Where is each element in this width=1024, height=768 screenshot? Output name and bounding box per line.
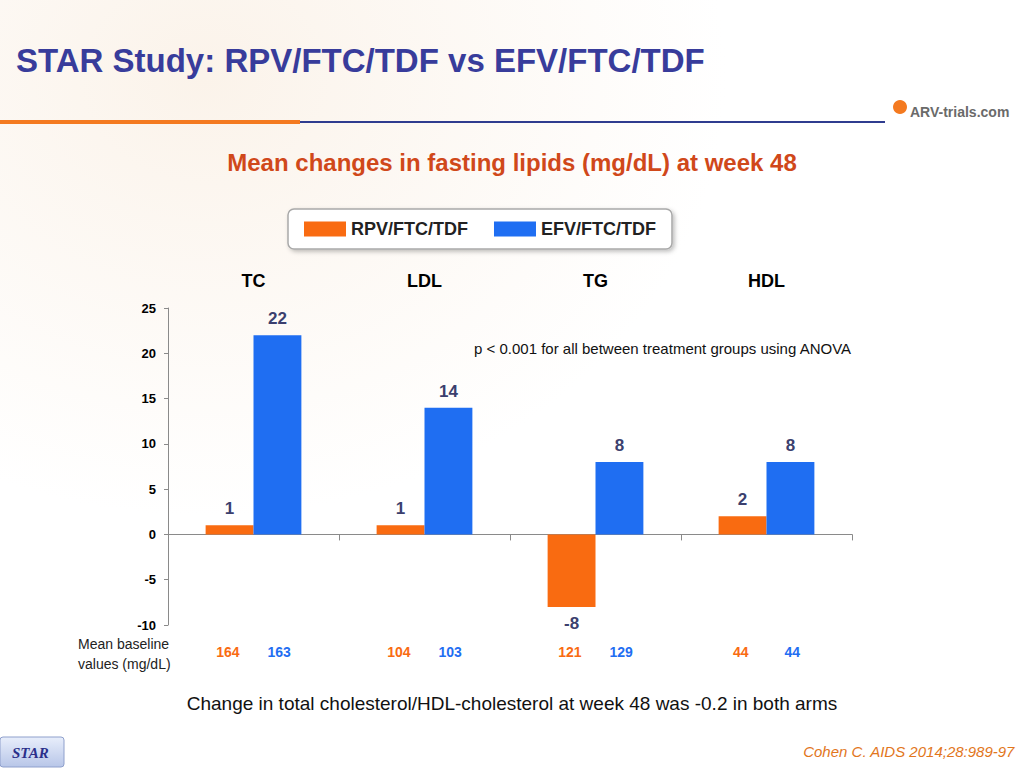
svg-text:5: 5 xyxy=(149,482,156,497)
svg-text:2: 2 xyxy=(738,490,747,509)
svg-text:1: 1 xyxy=(396,499,405,518)
svg-text:Cohen C. AIDS 2014;28:989-97: Cohen C. AIDS 2014;28:989-97 xyxy=(803,743,1015,760)
svg-text:1: 1 xyxy=(225,499,234,518)
svg-text:22: 22 xyxy=(268,309,287,328)
svg-text:Mean baseline: Mean baseline xyxy=(78,636,173,652)
svg-text:104: 104 xyxy=(387,644,411,660)
svg-text:Mean changes in fasting lipids: Mean changes in fasting lipids (mg/dL) a… xyxy=(227,149,796,176)
svg-text:15: 15 xyxy=(142,391,156,406)
svg-text:p < 0.001 for all between trea: p < 0.001 for all between treatment grou… xyxy=(474,340,851,357)
svg-text:STAR: STAR xyxy=(12,745,49,761)
svg-text:163: 163 xyxy=(267,644,291,660)
svg-text:Change in total cholesterol/HD: Change in total cholesterol/HDL-choleste… xyxy=(187,693,838,714)
svg-text:TC: TC xyxy=(242,271,266,291)
svg-text:25: 25 xyxy=(142,301,156,316)
svg-text:164: 164 xyxy=(216,644,240,660)
svg-text:8: 8 xyxy=(615,436,624,455)
svg-text:44: 44 xyxy=(733,644,749,660)
svg-text:103: 103 xyxy=(438,644,462,660)
svg-text:STAR Study: RPV/FTC/TDF vs EFV: STAR Study: RPV/FTC/TDF vs EFV/FTC/TDF xyxy=(16,42,705,79)
svg-text:LDL: LDL xyxy=(407,271,442,291)
svg-text:129: 129 xyxy=(609,644,633,660)
svg-text:20: 20 xyxy=(142,346,156,361)
svg-text:RPV/FTC/TDF: RPV/FTC/TDF xyxy=(351,219,468,239)
svg-text:EFV/FTC/TDF: EFV/FTC/TDF xyxy=(541,219,656,239)
svg-text:-10: -10 xyxy=(137,618,156,633)
svg-text:121: 121 xyxy=(558,644,582,660)
svg-text:44: 44 xyxy=(784,644,800,660)
svg-text:14: 14 xyxy=(439,382,458,401)
svg-text:-8: -8 xyxy=(564,614,579,633)
svg-text:ARV-trials.com: ARV-trials.com xyxy=(910,104,1009,120)
svg-text:10: 10 xyxy=(142,436,156,451)
svg-text:HDL: HDL xyxy=(748,271,785,291)
svg-text:values (mg/dL): values (mg/dL) xyxy=(78,656,171,672)
svg-text:0: 0 xyxy=(149,527,156,542)
svg-text:-5: -5 xyxy=(144,572,156,587)
svg-text:TG: TG xyxy=(583,271,608,291)
svg-text:8: 8 xyxy=(786,436,795,455)
